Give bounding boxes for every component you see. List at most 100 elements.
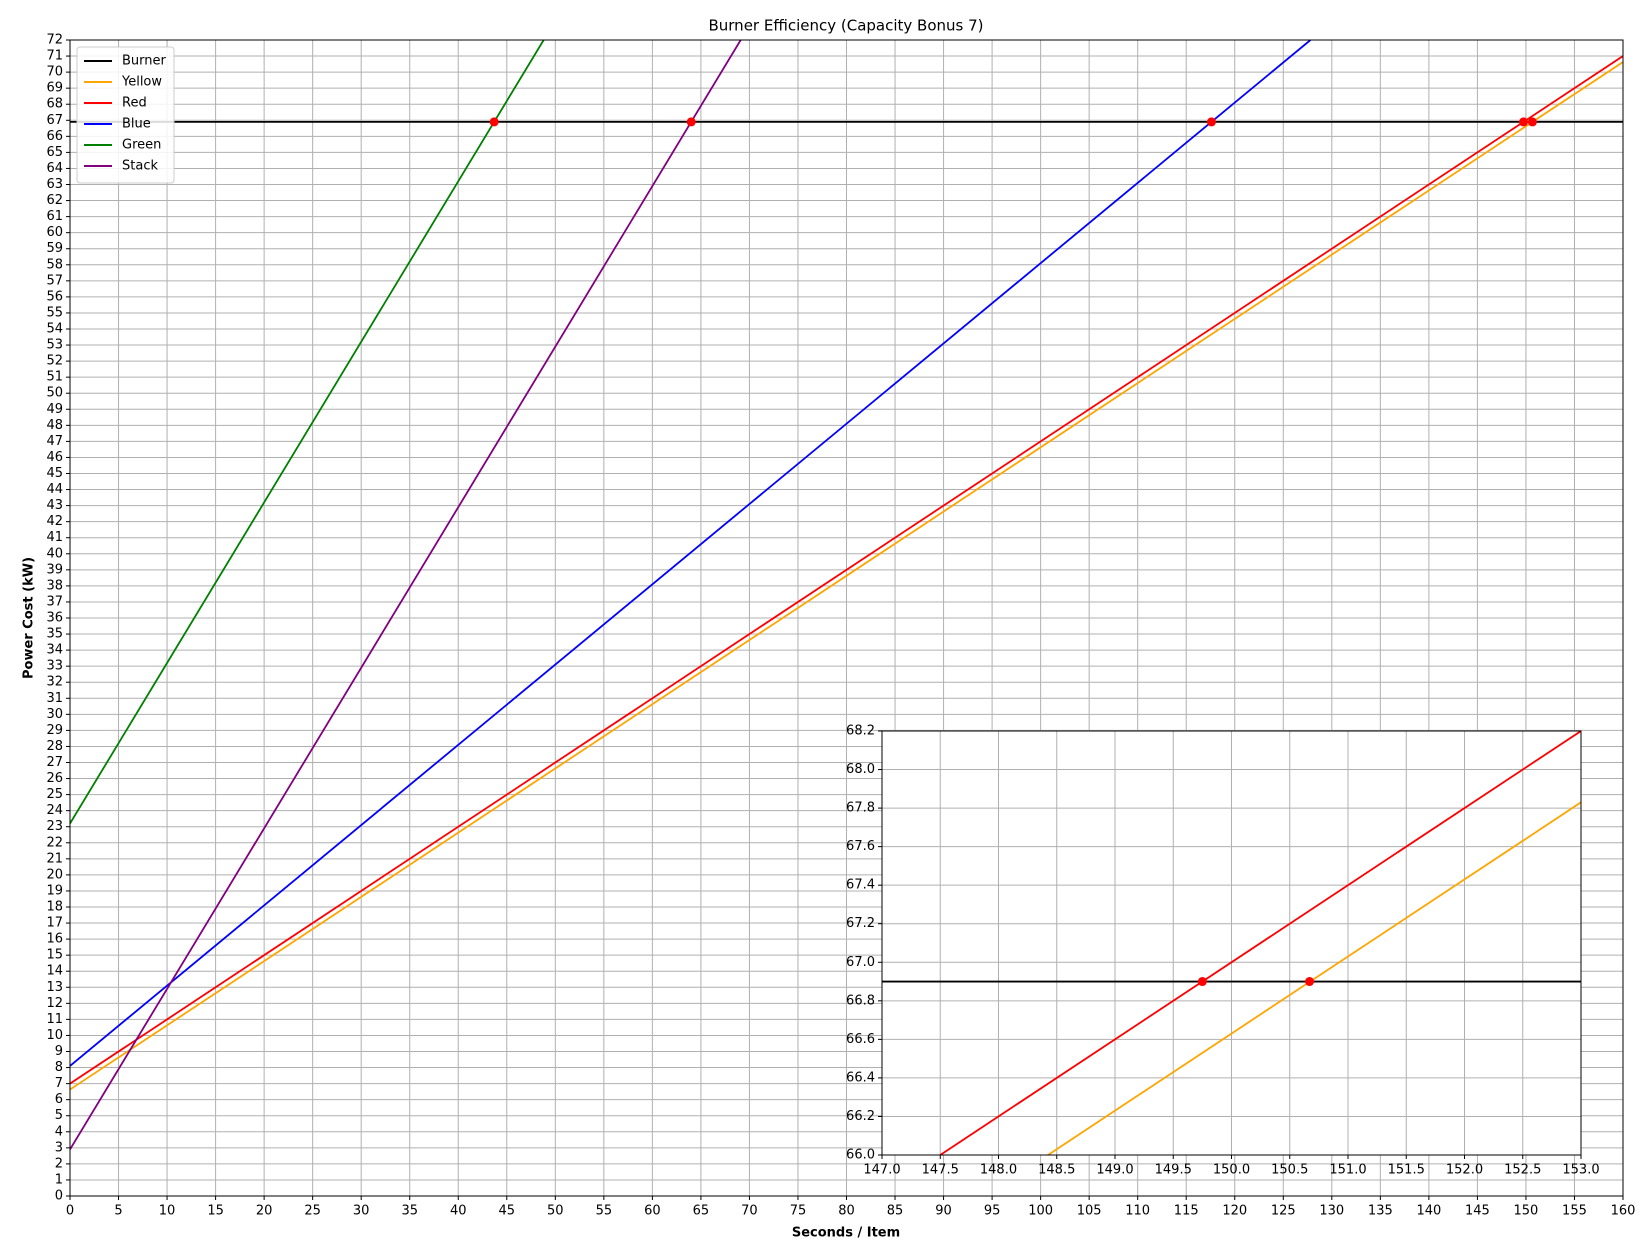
x-tick-label: 148.0 bbox=[980, 1163, 1017, 1178]
y-tick-label: 31 bbox=[46, 691, 63, 706]
y-tick-label: 63 bbox=[46, 177, 63, 192]
plot-lines bbox=[70, 40, 1623, 1150]
y-tick-label: 43 bbox=[46, 498, 63, 513]
legend-label: Red bbox=[122, 96, 147, 111]
x-tick-label: 150 bbox=[1514, 1204, 1539, 1219]
y-tick-label: 53 bbox=[46, 338, 63, 353]
y-tick-label: 62 bbox=[46, 193, 63, 208]
y-tick-label: 15 bbox=[46, 948, 63, 963]
intersection-point bbox=[1197, 977, 1207, 987]
y-tick-label: 20 bbox=[46, 867, 63, 882]
x-tick-label: 151.0 bbox=[1329, 1163, 1366, 1178]
y-tick-label: 45 bbox=[46, 466, 63, 481]
x-tick-label: 150.5 bbox=[1271, 1163, 1308, 1178]
x-tick-label: 85 bbox=[887, 1204, 904, 1219]
x-tick-label: 130 bbox=[1319, 1204, 1344, 1219]
y-tick-label: 5 bbox=[55, 1108, 63, 1123]
y-tick-label: 22 bbox=[46, 835, 63, 850]
x-tick-label: 148.5 bbox=[1038, 1163, 1075, 1178]
y-tick-label: 14 bbox=[46, 964, 63, 979]
y-tick-label: 60 bbox=[46, 225, 63, 240]
intersection-point bbox=[1519, 117, 1529, 127]
x-tick-label: 105 bbox=[1077, 1204, 1102, 1219]
plot-frame bbox=[881, 730, 1582, 1156]
series-line bbox=[1047, 801, 1581, 1155]
y-tick-label: 6 bbox=[55, 1092, 63, 1107]
y-tick-label: 7 bbox=[55, 1076, 63, 1091]
y-tick-label: 10 bbox=[46, 1028, 63, 1043]
y-tick-label: 1 bbox=[55, 1172, 63, 1187]
y-tick-label: 67.2 bbox=[846, 916, 875, 931]
x-tick-label: 135 bbox=[1368, 1204, 1393, 1219]
x-tick-label: 149.5 bbox=[1155, 1163, 1192, 1178]
y-tick-label: 4 bbox=[55, 1124, 63, 1139]
y-tick-label: 28 bbox=[46, 739, 63, 754]
intersection-point bbox=[489, 117, 499, 127]
y-tick-label: 65 bbox=[46, 145, 63, 160]
x-tick-label: 150.0 bbox=[1213, 1163, 1250, 1178]
y-tick-label: 30 bbox=[46, 707, 63, 722]
y-tick-label: 67.0 bbox=[846, 955, 875, 970]
x-tick-label: 155 bbox=[1562, 1204, 1587, 1219]
y-tick-label: 40 bbox=[46, 546, 63, 561]
y-tick-label: 55 bbox=[46, 305, 63, 320]
x-tick-label: 35 bbox=[401, 1204, 418, 1219]
y-tick-label: 46 bbox=[46, 450, 63, 465]
y-tick-label: 67.6 bbox=[846, 839, 875, 854]
legend-label: Green bbox=[122, 138, 161, 153]
x-tick-label: 125 bbox=[1271, 1204, 1296, 1219]
y-tick-label: 68.2 bbox=[846, 724, 875, 739]
legend-label: Stack bbox=[122, 159, 158, 174]
y-tick-label: 13 bbox=[46, 980, 63, 995]
series-line bbox=[70, 40, 742, 1150]
y-tick-label: 56 bbox=[46, 289, 63, 304]
y-tick-label: 51 bbox=[46, 370, 63, 385]
legend-label: Blue bbox=[122, 117, 151, 132]
y-tick-label: 66.2 bbox=[846, 1109, 875, 1124]
chart-title: Burner Efficiency (Capacity Bonus 7) bbox=[708, 17, 983, 35]
intersection-point bbox=[1206, 117, 1216, 127]
y-tick-label: 66.4 bbox=[846, 1070, 875, 1085]
y-tick-label: 35 bbox=[46, 627, 63, 642]
y-tick-label: 27 bbox=[46, 755, 63, 770]
y-tick-label: 41 bbox=[46, 530, 63, 545]
y-tick-label: 37 bbox=[46, 594, 63, 609]
x-tick-label: 55 bbox=[596, 1204, 613, 1219]
x-tick-label: 152.0 bbox=[1446, 1163, 1483, 1178]
x-tick-label: 120 bbox=[1222, 1204, 1247, 1219]
x-tick-label: 151.5 bbox=[1388, 1163, 1425, 1178]
x-tick-label: 10 bbox=[159, 1204, 176, 1219]
x-tick-label: 140 bbox=[1416, 1204, 1441, 1219]
x-tick-label: 15 bbox=[207, 1204, 224, 1219]
y-axis-label: Power Cost (kW) bbox=[22, 557, 37, 679]
y-tick-label: 34 bbox=[46, 643, 63, 658]
y-tick-label: 25 bbox=[46, 787, 63, 802]
x-tick-label: 20 bbox=[256, 1204, 273, 1219]
y-tick-label: 48 bbox=[46, 418, 63, 433]
series-line bbox=[70, 61, 1623, 1091]
y-tick-label: 49 bbox=[46, 402, 63, 417]
y-tick-label: 32 bbox=[46, 675, 63, 690]
plot-frame bbox=[69, 39, 1624, 1197]
plot-lines bbox=[882, 731, 1581, 1155]
x-tick-label: 115 bbox=[1174, 1204, 1199, 1219]
x-tick-label: 50 bbox=[547, 1204, 564, 1219]
x-tick-label: 152.5 bbox=[1504, 1163, 1541, 1178]
x-tick-label: 110 bbox=[1125, 1204, 1150, 1219]
y-tick-label: 52 bbox=[46, 354, 63, 369]
x-tick-label: 147.5 bbox=[922, 1163, 959, 1178]
y-tick-label: 12 bbox=[46, 996, 63, 1011]
y-tick-label: 50 bbox=[46, 386, 63, 401]
y-tick-label: 68 bbox=[46, 97, 63, 112]
y-tick-label: 71 bbox=[46, 49, 63, 64]
y-tick-label: 24 bbox=[46, 803, 63, 818]
legend-label: Yellow bbox=[121, 75, 162, 90]
x-tick-label: 40 bbox=[450, 1204, 467, 1219]
x-tick-label: 149.0 bbox=[1096, 1163, 1133, 1178]
series-line bbox=[70, 40, 1312, 1067]
y-tick-label: 58 bbox=[46, 257, 63, 272]
y-tick-label: 70 bbox=[46, 65, 63, 80]
y-tick-label: 72 bbox=[46, 33, 63, 48]
x-tick-label: 70 bbox=[741, 1204, 758, 1219]
y-tick-label: 18 bbox=[46, 900, 63, 915]
